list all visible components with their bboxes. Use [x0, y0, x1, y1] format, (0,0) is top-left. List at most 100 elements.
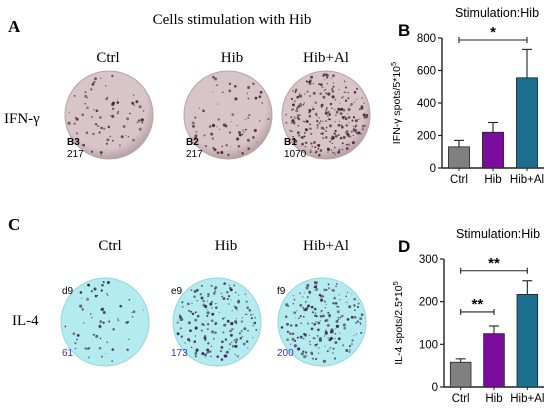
- spot: [303, 102, 306, 104]
- spot: [211, 307, 213, 309]
- spot: [339, 112, 343, 116]
- spot: [300, 322, 303, 325]
- spot: [351, 343, 353, 345]
- spot: [321, 86, 324, 89]
- spot: [214, 303, 217, 305]
- spot: [332, 85, 335, 88]
- spot: [117, 319, 120, 322]
- spot: [304, 145, 307, 148]
- spot: [309, 127, 312, 131]
- spot: [337, 123, 341, 127]
- spot: [91, 116, 93, 118]
- spot: [354, 119, 358, 123]
- spot: [231, 309, 233, 312]
- spot: [296, 131, 300, 135]
- spot: [308, 114, 312, 118]
- spot: [223, 323, 227, 327]
- y-axis-label-text: IFN-γ spots/5*10: [391, 66, 403, 144]
- spot: [72, 332, 76, 336]
- spot: [111, 102, 115, 106]
- spot: [99, 151, 103, 154]
- spot: [302, 103, 305, 106]
- panel-letter: D: [398, 237, 410, 256]
- spot: [328, 124, 333, 128]
- spot: [106, 96, 109, 99]
- spot: [353, 304, 356, 307]
- spot: [230, 121, 232, 122]
- spot: [318, 347, 320, 349]
- spot: [211, 123, 216, 128]
- spot: [240, 330, 243, 332]
- spot: [343, 96, 345, 98]
- spot: [212, 75, 215, 79]
- spot: [116, 112, 119, 115]
- spot: [342, 117, 345, 120]
- spot: [345, 349, 349, 352]
- spot: [318, 117, 320, 119]
- spot: [326, 147, 331, 151]
- spot: [304, 301, 307, 303]
- spot: [230, 322, 234, 326]
- spot: [105, 142, 108, 145]
- spot: [216, 151, 220, 154]
- spot: [235, 317, 238, 320]
- spot: [221, 295, 223, 298]
- spot: [334, 108, 336, 111]
- spot: [335, 114, 337, 117]
- spot: [328, 314, 331, 317]
- spot: [227, 294, 231, 298]
- spot: [352, 128, 355, 131]
- spot: [178, 314, 181, 316]
- spot: [298, 105, 300, 107]
- spot: [196, 300, 198, 302]
- spot: [105, 352, 107, 355]
- spot: [336, 310, 340, 314]
- spot: [327, 111, 330, 114]
- spot: [363, 102, 365, 104]
- well-b1: [281, 70, 371, 160]
- spot: [319, 83, 323, 86]
- spot: [339, 299, 341, 301]
- spot: [103, 127, 106, 130]
- spot: [320, 309, 323, 312]
- spot: [304, 333, 308, 337]
- spot: [79, 291, 83, 294]
- y-axis-label-exponent: 5: [391, 281, 400, 285]
- spot: [317, 83, 320, 86]
- spot: [234, 291, 237, 294]
- spot: [339, 332, 341, 334]
- spot: [343, 91, 346, 93]
- spot: [289, 343, 292, 345]
- spot: [296, 95, 300, 99]
- spot: [211, 137, 214, 140]
- spot: [128, 112, 131, 115]
- spot: [335, 134, 338, 138]
- spot: [250, 314, 252, 316]
- spot: [236, 137, 240, 141]
- spot: [248, 308, 252, 312]
- spot: [118, 144, 121, 147]
- spot: [290, 130, 293, 133]
- spot: [67, 121, 71, 125]
- spot: [328, 287, 330, 289]
- spot: [216, 84, 218, 87]
- spot: [117, 110, 120, 113]
- spot: [308, 291, 312, 294]
- spot: [102, 311, 106, 314]
- spot: [325, 92, 328, 95]
- spot: [286, 338, 289, 342]
- spot: [314, 101, 317, 105]
- spot: [303, 120, 306, 123]
- bar-hib: [483, 333, 505, 388]
- x-tick-label: Hib: [485, 393, 502, 405]
- spot: [187, 338, 190, 341]
- well-count-f9: 200: [277, 348, 294, 359]
- spot: [332, 74, 335, 77]
- spot: [90, 290, 93, 293]
- spot: [207, 295, 210, 298]
- spot: [327, 283, 330, 286]
- spot: [131, 311, 133, 313]
- spot: [353, 130, 355, 132]
- spot: [256, 141, 258, 143]
- spot: [92, 333, 95, 336]
